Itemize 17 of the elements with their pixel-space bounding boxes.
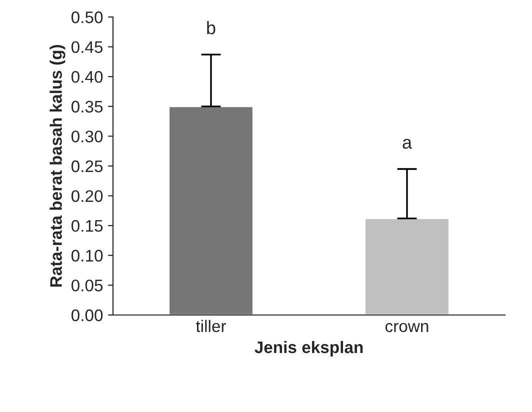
x-axis-title: Jenis eksplan: [254, 340, 363, 356]
y-tick-label: 0.05: [71, 280, 103, 292]
x-tick-label: crown: [385, 322, 428, 332]
y-tick-label: 0.35: [71, 100, 103, 113]
y-tick-label: 0.40: [71, 71, 103, 83]
x-tick-label: tiller: [196, 320, 226, 332]
annotation: b: [207, 21, 216, 34]
y-axis-title: Rata-rata berat basah kalus (g): [50, 45, 66, 287]
annotation: a: [402, 138, 412, 149]
y-tick-label: 0.20: [71, 190, 103, 202]
y-tick-label: 0.50: [71, 11, 103, 24]
y-tick-label: 0.00: [71, 309, 103, 322]
y-tick-label: 0.45: [71, 41, 103, 54]
y-tick-label: 0.25: [71, 160, 103, 172]
y-tick-label: 0.30: [71, 130, 103, 142]
y-tick-label: 0.10: [71, 250, 103, 262]
y-tick-label: 0.15: [71, 220, 103, 232]
